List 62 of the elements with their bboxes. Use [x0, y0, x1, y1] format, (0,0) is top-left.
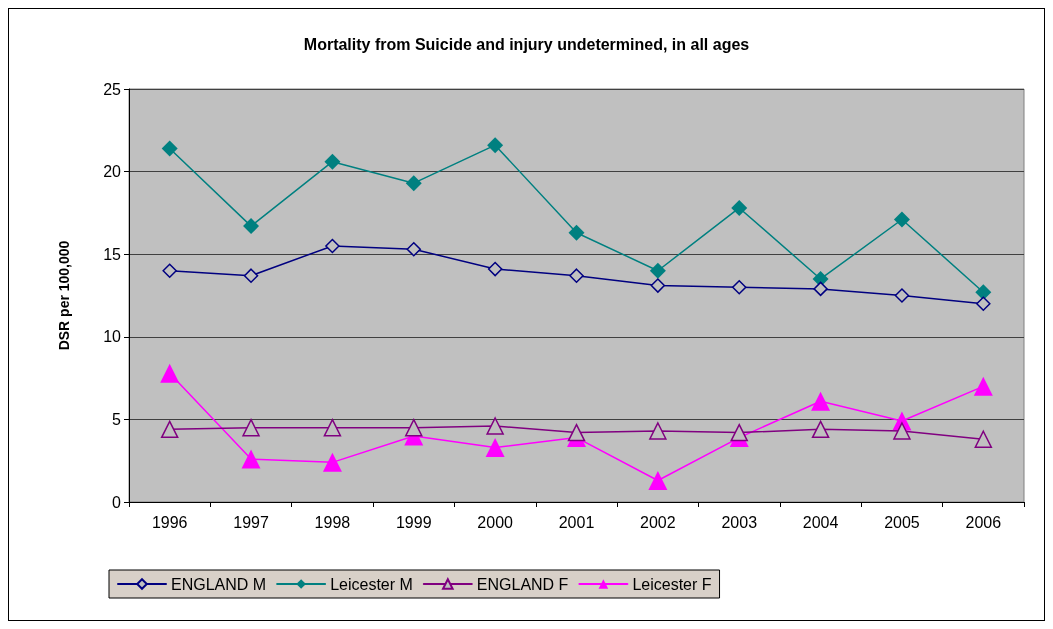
- point: [976, 296, 991, 312]
- point: [324, 153, 341, 170]
- point: [569, 268, 584, 283]
- point: [406, 241, 422, 257]
- point: [568, 224, 585, 241]
- x-tick-label: 1999: [395, 513, 432, 531]
- point: [485, 437, 505, 457]
- y-tick-label: 5: [112, 410, 122, 428]
- chart-title: Mortality from Suicide and injury undetermined, in all ages: [303, 35, 750, 53]
- point: [405, 175, 422, 192]
- point: [160, 363, 180, 383]
- legend-label: Leicester F: [632, 575, 712, 593]
- point: [243, 268, 259, 283]
- point: [893, 422, 911, 440]
- point: [487, 137, 504, 154]
- point: [160, 420, 179, 439]
- y-tick-label: 15: [103, 245, 122, 263]
- point: [650, 278, 666, 293]
- point: [405, 418, 423, 437]
- point: [241, 449, 261, 469]
- x-tick-label: 1996: [151, 513, 188, 531]
- y-tick-label: 20: [103, 163, 122, 181]
- legend-label: Leicester M: [330, 575, 413, 593]
- point: [811, 391, 831, 411]
- point: [161, 140, 178, 157]
- point: [567, 423, 586, 442]
- point: [973, 376, 993, 396]
- x-tick-label: 2004: [802, 513, 839, 531]
- point: [243, 218, 260, 235]
- point: [325, 238, 340, 254]
- point: [323, 418, 342, 437]
- point: [649, 422, 667, 440]
- y-axis-title: DSR per 100,000: [56, 240, 72, 351]
- x-tick-label: 2002: [640, 513, 676, 531]
- point: [486, 417, 504, 435]
- point: [731, 279, 747, 295]
- x-tick-label: 2005: [884, 513, 920, 531]
- point: [730, 423, 748, 442]
- point: [894, 288, 910, 303]
- point: [487, 261, 503, 277]
- legend-label: ENGLAND M: [171, 575, 267, 593]
- y-tick-label: 25: [103, 80, 122, 98]
- x-tick-label: 2000: [477, 513, 514, 531]
- point: [811, 420, 830, 439]
- point: [731, 199, 748, 216]
- legend-label: ENGLAND F: [476, 575, 569, 593]
- x-tick-label: 2003: [721, 513, 758, 531]
- y-tick-label: 0: [112, 493, 122, 511]
- point: [649, 262, 666, 279]
- x-tick-label: 2001: [558, 513, 595, 531]
- point: [974, 430, 993, 448]
- point: [322, 452, 342, 472]
- x-tick-label: 2006: [965, 513, 1002, 531]
- x-tick-label: 1997: [233, 513, 269, 531]
- y-tick-label: 10: [103, 328, 122, 346]
- point: [162, 263, 177, 278]
- point: [648, 471, 668, 491]
- point: [242, 418, 260, 437]
- point: [813, 281, 828, 297]
- point: [975, 284, 992, 301]
- point: [893, 211, 910, 228]
- x-tick-label: 1998: [314, 513, 351, 531]
